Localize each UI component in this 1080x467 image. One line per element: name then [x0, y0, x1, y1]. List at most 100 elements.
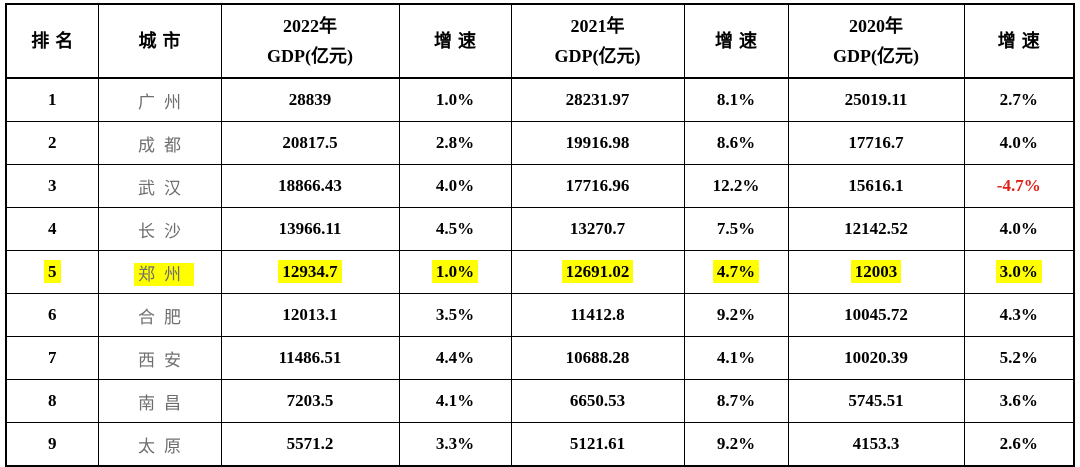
cell-gdp2021: 11412.8	[510, 293, 685, 337]
cell-growth2020: -4.7%	[963, 164, 1075, 208]
growth2020-value: 3.6%	[999, 391, 1038, 410]
rank-value: 2	[48, 133, 57, 152]
header-row: 排名 城市 2022年 GDP(亿元) 增速 2021年 GDP(亿元	[5, 3, 1075, 79]
cell-growth2022: 3.5%	[398, 293, 512, 337]
city-value: 太原	[138, 436, 190, 456]
growth2022-value: 1.0%	[435, 90, 475, 109]
col-header-gdp-2021-year: 2021年	[570, 15, 625, 36]
growth2022-value: 1.0%	[431, 260, 479, 283]
gdp2021-value: 17716.96	[565, 176, 630, 195]
cell-gdp2020: 17716.7	[787, 121, 965, 165]
col-header-gdp-2022-unit: GDP(亿元)	[267, 45, 353, 66]
cell-city: 太原	[97, 422, 222, 467]
growth2020-value: 2.6%	[999, 434, 1038, 453]
cell-gdp2022: 7203.5	[220, 379, 400, 423]
growth2021-value: 9.2%	[716, 305, 756, 324]
growth2020-value: -4.7%	[996, 176, 1041, 195]
cell-city: 长沙	[97, 207, 222, 251]
table-header: 排名 城市 2022年 GDP(亿元) 增速 2021年 GDP(亿元	[5, 3, 1075, 79]
cell-gdp2021: 6650.53	[510, 379, 685, 423]
gdp2022-value: 13966.11	[278, 219, 342, 238]
gdp2021-value: 12691.02	[561, 260, 634, 283]
cell-growth2022: 4.1%	[398, 379, 512, 423]
rank-value: 8	[48, 391, 57, 410]
col-header-growth-2020-label: 增速	[997, 30, 1046, 51]
growth2020-value: 3.0%	[995, 260, 1042, 283]
growth2022-value: 4.5%	[435, 219, 475, 238]
gdp2021-value: 19916.98	[565, 133, 630, 152]
col-header-growth-2021-label: 增速	[715, 30, 763, 51]
gdp2022-value: 12013.1	[282, 305, 338, 324]
growth2022-value: 2.8%	[435, 133, 475, 152]
cell-growth2020: 4.0%	[963, 207, 1075, 251]
growth2020-value: 4.3%	[999, 305, 1038, 324]
cell-rank: 3	[5, 164, 99, 208]
cell-growth2022: 4.4%	[398, 336, 512, 380]
table-row: 7 西安 11486.51 4.4% 10688.28 4.1% 10020.39 5.2%	[5, 336, 1075, 380]
cell-gdp2020: 25019.11	[787, 77, 965, 122]
table-row: 6 合肥 12013.1 3.5% 11412.8 9.2% 10045.72 4.3%	[5, 293, 1075, 337]
cell-city: 郑州	[97, 250, 222, 294]
cell-gdp2020: 15616.1	[787, 164, 965, 208]
gdp2020-value: 10020.39	[844, 348, 908, 367]
col-header-gdp-2022: 2022年 GDP(亿元)	[220, 3, 400, 79]
gdp2022-value: 7203.5	[286, 391, 334, 410]
cell-rank: 4	[5, 207, 99, 251]
cell-gdp2022: 12013.1	[220, 293, 400, 337]
gdp2022-value: 5571.2	[286, 434, 334, 453]
cell-growth2021: 12.2%	[683, 164, 789, 208]
cell-city: 西安	[97, 336, 222, 380]
growth2021-value: 8.6%	[716, 133, 756, 152]
gdp2020-value: 12003	[850, 260, 902, 283]
rank-value: 4	[48, 219, 57, 238]
cell-rank: 8	[5, 379, 99, 423]
col-header-rank-label: 排名	[31, 30, 80, 51]
city-value: 武汉	[138, 178, 190, 198]
gdp2021-value: 10688.28	[565, 348, 630, 367]
growth2021-value: 4.7%	[712, 260, 760, 283]
growth2020-value: 5.2%	[999, 348, 1038, 367]
growth2021-value: 8.7%	[716, 391, 756, 410]
cell-gdp2021: 19916.98	[510, 121, 685, 165]
col-header-gdp-2021-unit: GDP(亿元)	[554, 45, 641, 66]
gdp2020-value: 25019.11	[844, 90, 908, 109]
growth2021-value: 12.2%	[712, 176, 760, 195]
cell-gdp2021: 28231.97	[510, 77, 685, 122]
cell-growth2020: 4.0%	[963, 121, 1075, 165]
cell-gdp2022: 11486.51	[220, 336, 400, 380]
gdp-table: 排名 城市 2022年 GDP(亿元) 增速 2021年 GDP(亿元	[5, 3, 1075, 467]
cell-gdp2022: 20817.5	[220, 121, 400, 165]
cell-rank: 2	[5, 121, 99, 165]
cell-gdp2020: 5745.51	[787, 379, 965, 423]
col-header-growth-2020: 增速	[963, 3, 1075, 79]
gdp2020-value: 15616.1	[848, 176, 904, 195]
table-row: 8 南昌 7203.5 4.1% 6650.53 8.7% 5745.51 3.6%	[5, 379, 1075, 423]
cell-gdp2020: 10020.39	[787, 336, 965, 380]
cell-rank: 5	[5, 250, 99, 294]
cell-rank: 6	[5, 293, 99, 337]
table-row: 5 郑州 12934.7 1.0% 12691.02 4.7% 12003 3.0%	[5, 250, 1075, 294]
gdp2021-value: 5121.61	[569, 434, 626, 453]
table-row: 1 广州 28839 1.0% 28231.97 8.1% 25019.11 2.7%	[5, 77, 1075, 122]
gdp2022-value: 18866.43	[278, 176, 342, 195]
gdp2020-value: 10045.72	[844, 305, 908, 324]
cell-growth2020: 2.7%	[963, 77, 1075, 122]
cell-growth2020: 3.6%	[963, 379, 1075, 423]
cell-growth2022: 1.0%	[398, 250, 512, 294]
cell-gdp2020: 12142.52	[787, 207, 965, 251]
growth2020-value: 4.0%	[999, 133, 1038, 152]
cell-growth2022: 4.5%	[398, 207, 512, 251]
rank-value: 6	[48, 305, 57, 324]
cell-growth2022: 4.0%	[398, 164, 512, 208]
growth2021-value: 7.5%	[716, 219, 756, 238]
col-header-gdp-2020: 2020年 GDP(亿元)	[787, 3, 965, 79]
cell-city: 南昌	[97, 379, 222, 423]
cell-growth2022: 1.0%	[398, 77, 512, 122]
cell-growth2021: 4.7%	[683, 250, 789, 294]
cell-rank: 7	[5, 336, 99, 380]
cell-growth2021: 8.1%	[683, 77, 789, 122]
growth2022-value: 4.0%	[435, 176, 475, 195]
cell-rank: 9	[5, 422, 99, 467]
cell-growth2021: 8.6%	[683, 121, 789, 165]
